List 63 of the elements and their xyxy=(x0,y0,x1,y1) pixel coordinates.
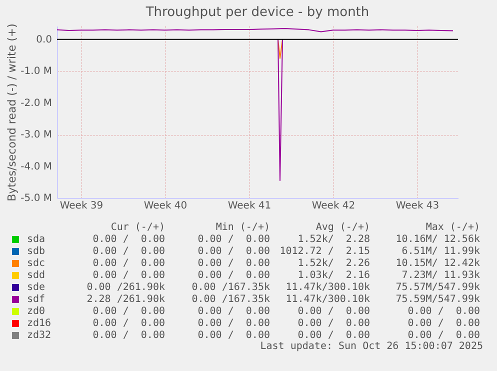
text: 0.00 / 0.00 xyxy=(196,330,270,342)
text: 0.00 / 0.00 xyxy=(92,318,165,330)
legend-label: zd32 xyxy=(27,330,52,342)
legend-label: sdd xyxy=(27,270,46,282)
text: 0.00 / 0.00 xyxy=(196,306,270,318)
text: 0.00 / 0.00 xyxy=(92,234,165,246)
text: 1.52k/ 2.28 xyxy=(296,234,370,246)
y-tick-label: 0.0 xyxy=(36,34,52,46)
text: Avg (-/+) xyxy=(314,222,370,234)
x-tick-label: Week 40 xyxy=(144,200,188,212)
text: 0.00 / 0.00 xyxy=(196,234,270,246)
text: 11.47k/300.10k xyxy=(284,282,370,294)
text: 0.00 / 0.00 xyxy=(296,318,370,330)
x-tick-label: Week 43 xyxy=(396,200,440,212)
x-tick-label: Week 39 xyxy=(60,200,104,212)
text: 0.00 / 0.00 xyxy=(92,246,165,258)
text: 0.00 / 0.00 xyxy=(406,306,480,318)
legend-label: sdb xyxy=(27,246,46,258)
legend-label: zd0 xyxy=(27,306,46,318)
text: Cur (-/+) xyxy=(110,222,165,234)
text: 0.00 / 0.00 xyxy=(196,246,270,258)
text: Last update: Sun Oct 26 15:00:07 2025 xyxy=(260,341,483,352)
text: 75.57M/547.99k xyxy=(394,282,480,294)
text: 0.00 /167.35k xyxy=(190,282,270,294)
text: 0.00 / 0.00 xyxy=(196,258,270,270)
text: Max (-/+) xyxy=(424,222,480,234)
text: 6.51M/ 11.99k xyxy=(400,246,480,258)
legend-label: zd16 xyxy=(27,318,52,330)
x-tick-label: Week 42 xyxy=(312,200,356,212)
text: 10.16M/ 12.56k xyxy=(394,234,480,246)
text: 0.00 / 0.00 xyxy=(196,270,270,282)
text: Min (-/+) xyxy=(214,222,270,234)
y-tick-label: -5.0 M xyxy=(20,193,52,204)
text: 10.15M/ 12.42k xyxy=(394,258,480,270)
text: 75.59M/547.99k xyxy=(394,294,480,306)
text: 1012.72 / 2.15 xyxy=(278,246,370,258)
text: 0.00 / 0.00 xyxy=(92,330,165,342)
text: 0.00 /261.90k xyxy=(86,282,165,294)
x-tick-label: Week 41 xyxy=(228,200,272,212)
y-tick-label: -1.0 M xyxy=(20,66,52,78)
y-tick-label: -2.0 M xyxy=(20,98,52,109)
legend-label: sde xyxy=(27,282,46,294)
text: 0.00 / 0.00 xyxy=(196,318,270,330)
text: 7.23M/ 11.93k xyxy=(400,270,480,282)
legend-label: sdc xyxy=(27,258,46,270)
text: 0.00 / 0.00 xyxy=(92,258,165,270)
text: 2.28 /261.90k xyxy=(86,294,165,306)
text: 11.47k/300.10k xyxy=(284,294,370,306)
text: 0.00 / 0.00 xyxy=(296,330,370,341)
text: 0.00 /167.35k xyxy=(190,294,270,306)
y-tick-label: -4.0 M xyxy=(20,161,52,172)
y-tick-label: -3.0 M xyxy=(20,130,52,141)
text: 0.00 / 0.00 xyxy=(406,330,480,342)
text: 1.52k/ 2.26 xyxy=(296,258,370,270)
legend-label: sdf xyxy=(27,294,46,306)
text: 0.00 / 0.00 xyxy=(406,318,480,330)
y-axis-title: Bytes/second read (-) / write (+) xyxy=(6,24,18,202)
text: 0.00 / 0.00 xyxy=(92,270,165,282)
text: 0.00 / 0.00 xyxy=(296,306,370,318)
legend-label: sda xyxy=(27,234,46,246)
text: 1.03k/ 2.16 xyxy=(296,270,370,282)
chart-title: Throughput per device - by month xyxy=(144,5,370,20)
text: 0.00 / 0.00 xyxy=(92,306,165,318)
